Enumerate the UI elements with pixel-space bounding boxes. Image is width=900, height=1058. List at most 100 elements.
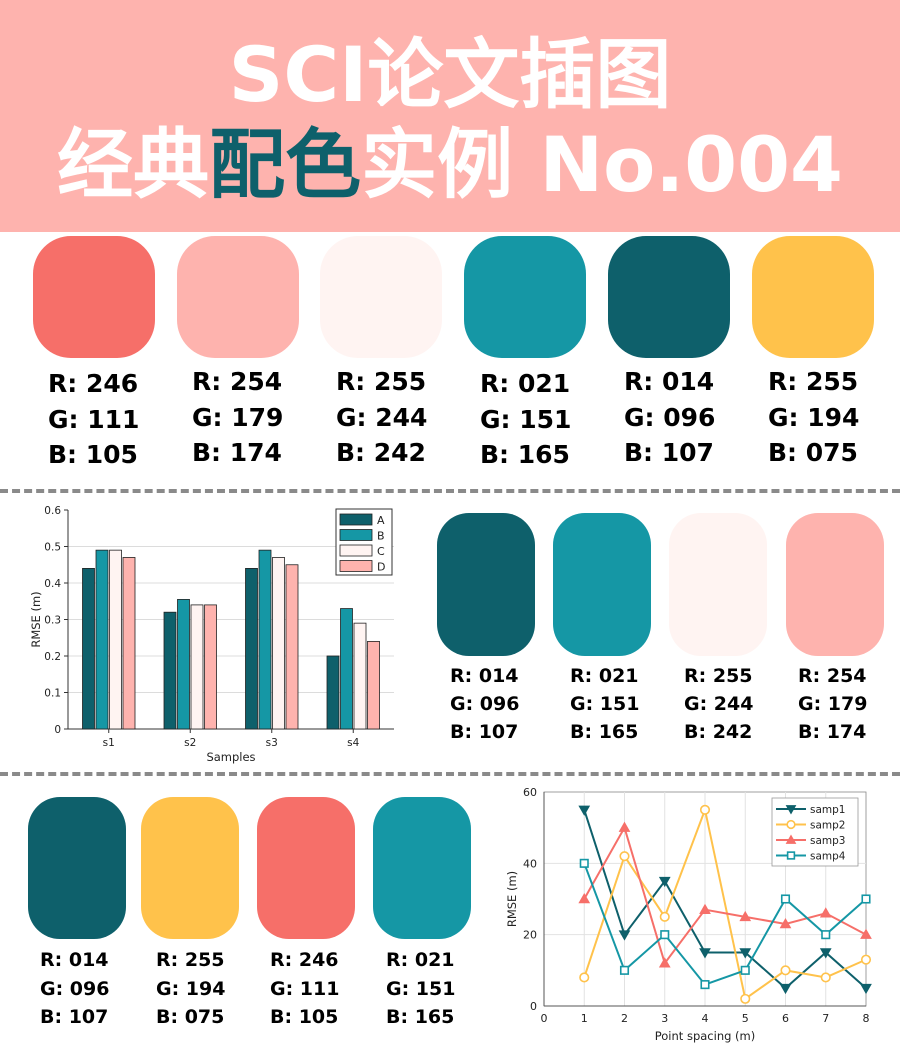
page-title: SCI论文插图 <box>228 30 672 119</box>
data-point <box>785 834 797 844</box>
data-point <box>699 948 711 959</box>
color-swatch <box>437 513 535 656</box>
rgb-b-value: B: 242 <box>336 438 426 467</box>
data-point <box>618 821 631 832</box>
bar <box>177 599 190 730</box>
color-swatch <box>141 797 239 939</box>
bar <box>353 622 367 730</box>
data-point <box>786 819 796 830</box>
rgb-values: R: 021 G: 151 B: 165 <box>480 366 571 473</box>
data-point <box>780 965 791 976</box>
x-axis-label: Samples <box>206 750 255 764</box>
x-tick-label: 3 <box>661 1012 668 1025</box>
rgb-values: R: 014 G: 096 B: 107 <box>450 662 519 746</box>
rgb-g-value: G: 244 <box>336 402 428 432</box>
rgb-r-value: R: 255 <box>156 949 225 971</box>
rgb-b-value: B: 075 <box>156 1006 225 1028</box>
legend-label: A <box>377 514 385 527</box>
rgb-values: R: 255 G: 244 B: 242 <box>336 364 427 471</box>
rgb-values: R: 255 G: 244 B: 242 <box>684 662 753 746</box>
subtitle-post: 实例 No.004 <box>361 120 843 209</box>
color-swatch <box>553 513 651 656</box>
rgb-b-value: B: 165 <box>570 721 639 743</box>
rgb-b-value: B: 174 <box>798 721 867 743</box>
x-tick-label: s3 <box>266 737 278 749</box>
y-axis-label: RMSE (m) <box>505 871 519 927</box>
data-point <box>579 858 589 868</box>
rgb-r-value: R: 246 <box>270 949 339 971</box>
rgb-b-value: B: 105 <box>48 440 138 469</box>
rgb-r-value: R: 014 <box>40 949 109 971</box>
subtitle-pre: 经典 <box>57 120 210 209</box>
rgb-values: R: 014 G: 096 B: 107 <box>624 364 715 471</box>
data-point <box>821 930 831 940</box>
data-point <box>658 876 671 888</box>
x-tick-label: 1 <box>581 1012 588 1025</box>
rgb-g-value: G: 194 <box>768 402 860 432</box>
legend-swatch <box>339 544 373 557</box>
data-point <box>699 903 711 914</box>
rgb-g-value: G: 096 <box>450 693 520 715</box>
data-point <box>578 805 591 816</box>
rgb-values: R: 014 G: 096 B: 107 <box>40 946 109 1032</box>
bar <box>340 608 353 730</box>
series-samp2 <box>579 804 872 1004</box>
legend-label: C <box>377 545 385 558</box>
x-tick-label: 7 <box>822 1012 829 1025</box>
color-swatch <box>177 236 299 358</box>
rgb-values: R: 246 G: 111 B: 105 <box>270 946 339 1032</box>
data-point <box>779 917 792 929</box>
rgb-g-value: G: 151 <box>386 977 456 1000</box>
rgb-g-value: G: 244 <box>684 693 754 715</box>
legend-swatch <box>339 513 373 526</box>
rgb-r-value: R: 246 <box>48 369 139 398</box>
rgb-g-value: G: 179 <box>798 693 868 715</box>
legend-label: samp3 <box>810 835 845 847</box>
data-point <box>578 892 591 904</box>
bar <box>272 557 285 730</box>
rgb-b-value: B: 107 <box>624 438 714 467</box>
rgb-g-value: G: 194 <box>156 977 226 1000</box>
color-swatch <box>33 236 155 358</box>
rgb-values: R: 246 G: 111 B: 105 <box>48 366 139 473</box>
data-point <box>740 965 750 975</box>
legend-swatch <box>339 560 373 572</box>
bar-chart: 0 0.1 0.2 0.3 0.4 0.5 0.6 s1 s2 s3 s4 Samples RMSE (… <box>29 505 394 764</box>
y-tick-label: 0 <box>54 724 61 736</box>
x-tick-label: 6 <box>782 1012 789 1025</box>
data-point <box>659 911 670 922</box>
series-line <box>583 806 867 1001</box>
rgb-g-value: G: 111 <box>48 404 140 434</box>
bar <box>163 611 177 730</box>
x-axis-label: Point spacing (m) <box>655 1029 756 1043</box>
rgb-values: R: 255 G: 194 B: 075 <box>768 364 859 471</box>
x-tick-label: 4 <box>702 1012 709 1025</box>
y-tick-label: 0.1 <box>44 688 61 700</box>
bar <box>367 640 380 730</box>
rgb-b-value: B: 107 <box>40 1006 109 1028</box>
rgb-r-value: R: 021 <box>480 369 571 398</box>
data-point <box>779 983 792 995</box>
rgb-values: R: 254 G: 179 B: 174 <box>192 364 283 471</box>
bar <box>190 604 204 730</box>
series-samp4 <box>579 858 871 990</box>
x-tick-label: s2 <box>184 737 196 749</box>
bar <box>326 655 340 730</box>
rgb-r-value: R: 021 <box>386 949 455 971</box>
color-swatch <box>669 513 767 656</box>
rgb-values: R: 254 G: 179 B: 174 <box>798 662 867 746</box>
rgb-r-value: R: 014 <box>450 665 519 687</box>
rgb-r-value: R: 255 <box>684 665 753 687</box>
bar <box>285 564 299 730</box>
data-point <box>860 954 872 965</box>
rgb-r-value: R: 255 <box>336 367 427 396</box>
y-tick-label: 0.5 <box>44 542 61 554</box>
data-point <box>699 804 711 815</box>
legend-label: B <box>377 530 385 543</box>
data-point <box>820 972 831 983</box>
data-point <box>619 851 630 862</box>
rgb-b-value: B: 105 <box>270 1006 339 1028</box>
color-swatch <box>257 797 355 939</box>
rgb-b-value: B: 174 <box>192 438 282 467</box>
data-point <box>861 894 871 904</box>
